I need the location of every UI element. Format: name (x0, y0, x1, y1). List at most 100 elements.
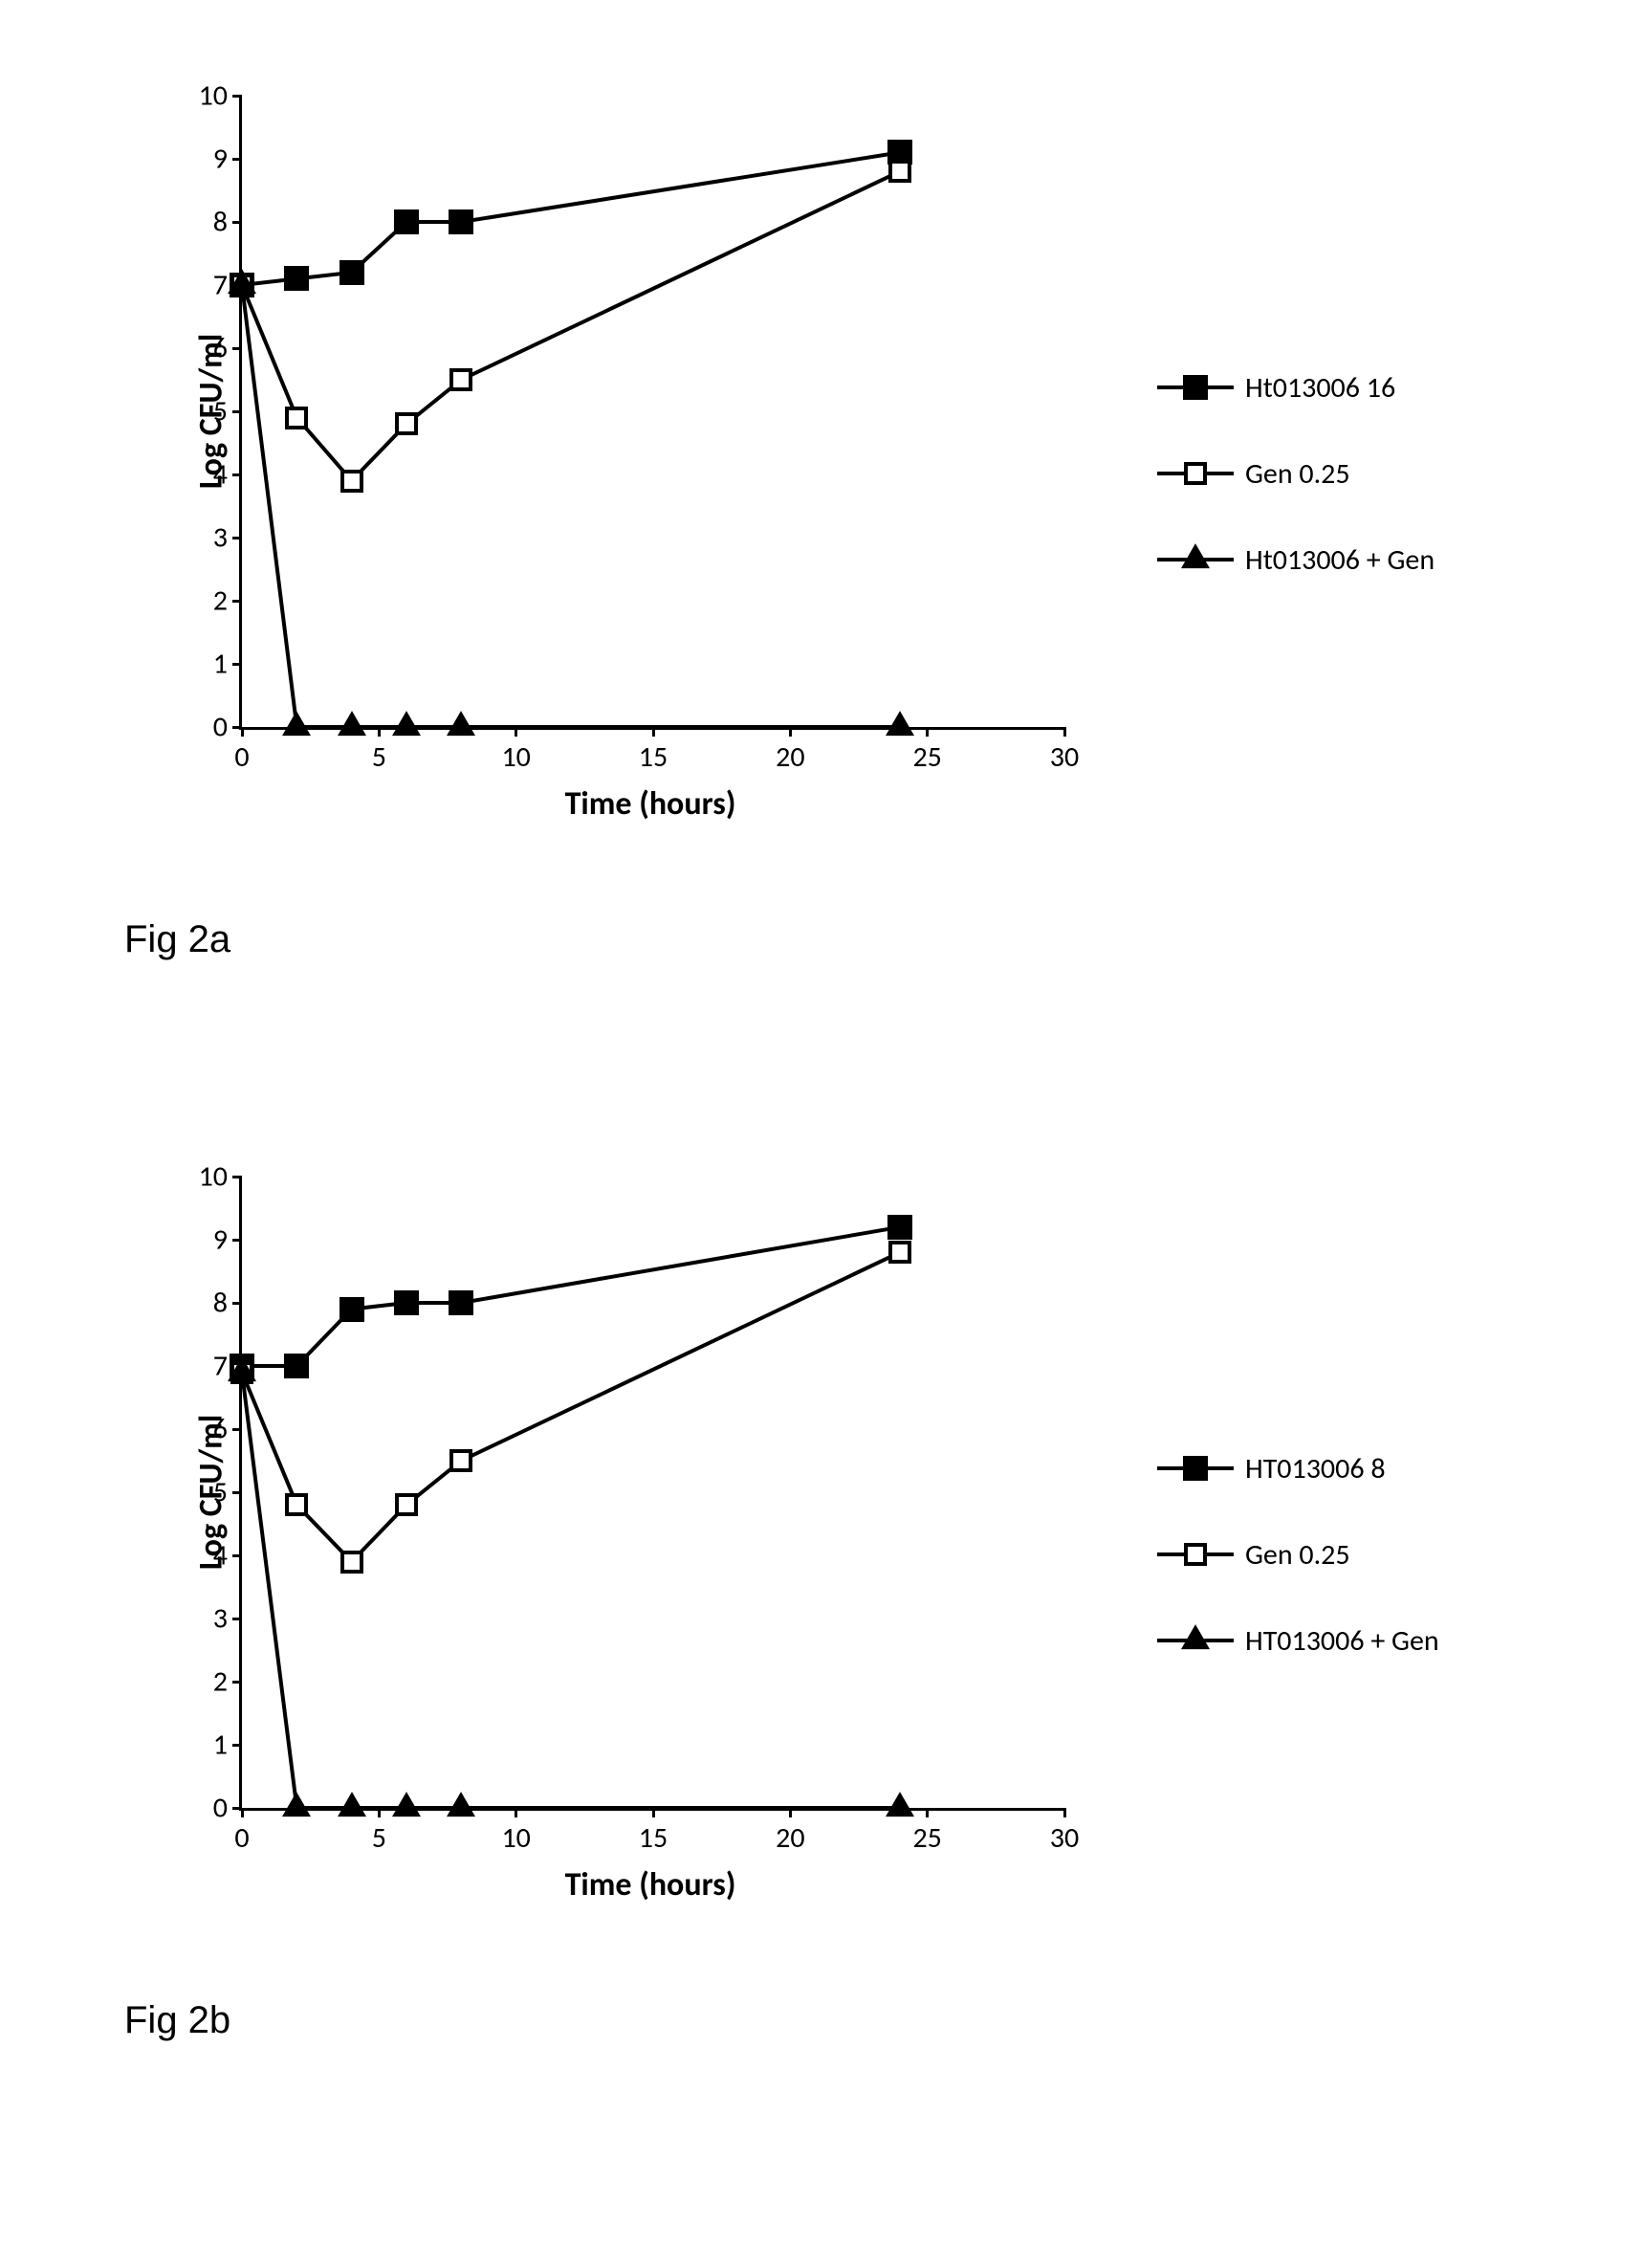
square-open-marker-icon (888, 1241, 911, 1264)
x-axis-label: Time (hours) (239, 1865, 1062, 1905)
square-open-marker-icon (395, 412, 418, 435)
legend-item: Gen 0.25 (1157, 1511, 1501, 1597)
x-tick-label: 15 (639, 1820, 668, 1856)
y-tick-label: 10 (189, 1159, 228, 1195)
x-tick-label: 10 (501, 739, 530, 775)
square-open-marker-icon (285, 407, 308, 429)
triangle-filled-marker-icon (1181, 1624, 1210, 1649)
square-open-marker-icon (449, 1449, 472, 1472)
x-tick-label: 25 (912, 739, 941, 775)
x-tick-label: 5 (372, 1820, 386, 1856)
square-filled-marker-icon (340, 1297, 364, 1322)
series-line (242, 285, 900, 727)
y-tick (232, 537, 242, 539)
y-tick-label: 3 (189, 520, 228, 556)
square-open-marker-icon (888, 160, 911, 183)
figure-caption: Fig 2b (124, 1999, 230, 2042)
legend-item: Ht013006 + Gen (1157, 517, 1501, 603)
y-tick-label: 9 (189, 142, 228, 177)
y-tick (232, 600, 242, 603)
triangle-filled-marker-icon (228, 1356, 256, 1381)
triangle-filled-marker-icon (886, 711, 914, 736)
square-filled-marker-icon (284, 266, 309, 291)
y-tick (232, 473, 242, 476)
square-filled-marker-icon (284, 1354, 309, 1378)
x-tick-label: 30 (1050, 1820, 1079, 1856)
plot-wrap: Log CFU/ml 012345678910051015202530 Time… (124, 77, 1128, 823)
x-tick-label: 0 (234, 739, 249, 775)
legend-swatch (1157, 368, 1234, 407)
x-tick-label: 15 (639, 739, 668, 775)
triangle-filled-marker-icon (447, 711, 475, 736)
square-filled-marker-icon (887, 1215, 912, 1240)
legend-item: Ht013006 16 (1157, 344, 1501, 430)
legend-swatch (1157, 1621, 1234, 1660)
x-tick (926, 727, 929, 737)
x-tick (926, 1808, 929, 1817)
square-open-marker-icon (1184, 462, 1207, 485)
x-tick (1063, 727, 1066, 737)
legend-item: HT013006 8 (1157, 1425, 1501, 1511)
x-tick (1063, 1808, 1066, 1817)
y-tick-label: 3 (189, 1601, 228, 1637)
legend: Ht013006 16 Gen 0.25Ht013006 + Gen (1157, 344, 1501, 603)
y-tick-label: 0 (189, 710, 228, 745)
y-tick (232, 1302, 242, 1305)
x-tick-label: 30 (1050, 739, 1079, 775)
square-open-marker-icon (449, 368, 472, 391)
x-tick-label: 0 (234, 1820, 249, 1856)
legend-item: HT013006 + Gen (1157, 1597, 1501, 1684)
x-tick-label: 25 (912, 1820, 941, 1856)
triangle-filled-marker-icon (228, 269, 256, 294)
legend-label: HT013006 8 (1245, 1451, 1386, 1486)
legend-item: Gen 0.25 (1157, 430, 1501, 517)
y-tick-label: 7 (189, 1349, 228, 1384)
square-open-marker-icon (340, 1551, 363, 1574)
y-tick (232, 1428, 242, 1431)
y-tick-label: 2 (189, 1664, 228, 1700)
x-tick-label: 10 (501, 1820, 530, 1856)
y-tick-label: 5 (189, 394, 228, 429)
x-tick (241, 727, 244, 737)
triangle-filled-marker-icon (282, 1792, 311, 1817)
legend-label: Ht013006 16 (1245, 370, 1395, 406)
x-tick-label: 20 (776, 739, 804, 775)
y-tick (232, 410, 242, 413)
y-tick (232, 1618, 242, 1620)
y-tick-label: 8 (189, 205, 228, 240)
y-tick (232, 347, 242, 350)
legend: HT013006 8 Gen 0.25 HT013006 + Gen (1157, 1425, 1501, 1684)
square-open-marker-icon (340, 470, 363, 493)
square-open-marker-icon (395, 1493, 418, 1516)
legend-swatch (1157, 1535, 1234, 1574)
square-open-marker-icon (1184, 1543, 1207, 1566)
y-tick (232, 221, 242, 224)
series-lines (242, 1177, 1064, 1808)
y-tick-label: 6 (189, 331, 228, 366)
x-tick-label: 20 (776, 1820, 804, 1856)
y-tick (232, 158, 242, 161)
legend-swatch (1157, 454, 1234, 493)
figure-caption: Fig 2a (124, 918, 230, 961)
chart-fig2b: Log CFU/ml 012345678910051015202530 Time… (124, 1157, 1521, 1904)
series-lines (242, 96, 1064, 727)
y-tick-label: 9 (189, 1222, 228, 1258)
y-tick (232, 1681, 242, 1684)
y-tick-label: 8 (189, 1286, 228, 1321)
triangle-filled-marker-icon (338, 1792, 366, 1817)
y-tick-label: 4 (189, 1538, 228, 1574)
x-tick (241, 1808, 244, 1817)
square-filled-marker-icon (1183, 375, 1208, 400)
x-tick-label: 5 (372, 739, 386, 775)
y-tick (232, 1491, 242, 1494)
square-filled-marker-icon (1183, 1456, 1208, 1481)
y-tick-label: 0 (189, 1791, 228, 1826)
triangle-filled-marker-icon (1181, 543, 1210, 568)
legend-label: Gen 0.25 (1245, 1537, 1350, 1573)
triangle-filled-marker-icon (886, 1792, 914, 1817)
plot-area: 012345678910051015202530 (239, 96, 1064, 730)
y-tick (232, 663, 242, 666)
plot-wrap: Log CFU/ml 012345678910051015202530 Time… (124, 1157, 1128, 1904)
y-tick-label: 1 (189, 647, 228, 682)
legend-label: HT013006 + Gen (1245, 1623, 1439, 1659)
